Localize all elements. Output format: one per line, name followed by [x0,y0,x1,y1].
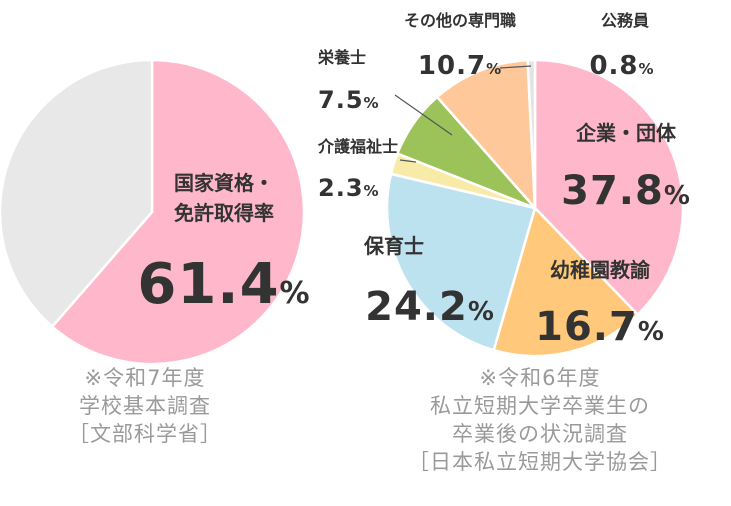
right-pie-slice-2 [385,172,537,352]
leader-line-2 [399,159,417,163]
right-source-note: ※令和6年度 私立短期大学卒業生の 卒業後の状況調査 ［日本私立短期大学協会］ [408,366,672,474]
right-pie-value-3: 2.3% [318,174,380,202]
right-pie-label-2: 保育士 [363,234,424,258]
right-pie-label-0: 企業・団体 [575,121,677,145]
right-pie-value-0: 37.8% [561,168,691,214]
right-pie [385,58,685,358]
left-pie [0,58,306,366]
right-pie-value-2: 24.2% [365,284,495,330]
left-pie-label-0: 国家資格・免許取得率 [174,171,274,225]
left-pie-value-0: 61.4% [137,252,310,317]
right-pie-slice-1 [492,205,640,358]
right-pie-label-4: 栄養士 [317,48,366,67]
leader-lines [394,65,532,163]
right-pie-label-6: 公務員 [601,11,649,30]
right-pie-value-5: 10.7% [418,51,502,81]
right-pie-slice-5 [435,58,537,212]
right-pie-label-3: 介護福祉士 [317,137,398,156]
right-pie-value-1: 16.7% [535,304,665,350]
right-pie-slice-0 [533,58,685,317]
right-pie-slice-6 [526,58,537,209]
leader-line-0 [394,94,453,136]
left-source-note: ※令和7年度 学校基本調査 ［文部科学省］ [68,366,222,446]
right-pie-label-5: その他の専門職 [404,11,516,30]
left-pie-slice-0 [50,58,306,366]
slice-labels: 国家資格・免許取得率 61.4% 企業・団体 37.8% 幼稚園教諭 16.7% 保育士 24… [137,11,691,350]
right-pie-value-4: 7.5% [318,86,380,114]
right-pie-value-6: 0.8% [589,51,654,81]
right-pie-label-1: 幼稚園教諭 [550,258,651,282]
left-pie-slice-1 [0,58,154,329]
leader-line-1 [499,65,532,69]
